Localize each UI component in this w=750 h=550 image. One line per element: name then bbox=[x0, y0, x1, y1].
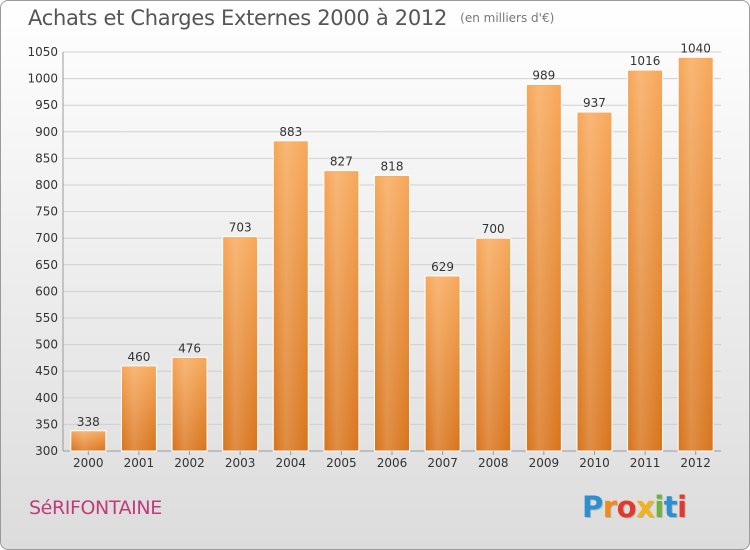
y-tick-label: 400 bbox=[35, 391, 58, 405]
y-tick-label: 550 bbox=[35, 311, 58, 325]
bar-highlight bbox=[324, 171, 358, 451]
brand-logo-letter: t bbox=[663, 490, 678, 524]
x-axis: 2000 2001 2002 2003 2004 2005 2006 2007 2008 2009… bbox=[73, 451, 711, 470]
brand-logo-letter: x bbox=[636, 490, 655, 524]
brand-logo-letter: r bbox=[602, 490, 617, 524]
bar-highlight bbox=[173, 358, 207, 450]
title-row: Achats et Charges Externes 2000 à 2012 (… bbox=[28, 6, 554, 30]
data-label: 1016 bbox=[630, 54, 661, 68]
bar-highlight bbox=[577, 113, 611, 450]
brand-logo-letter: o bbox=[616, 490, 637, 524]
y-tick-label: 650 bbox=[35, 258, 58, 272]
y-tick-label: 600 bbox=[35, 284, 58, 298]
y-tick-label: 1000 bbox=[27, 72, 58, 86]
y-tick-label: 700 bbox=[35, 231, 58, 245]
bar-highlight bbox=[223, 237, 257, 450]
bar-highlight bbox=[476, 239, 510, 450]
x-tick-label: 2008 bbox=[478, 456, 509, 470]
data-label: 937 bbox=[583, 96, 606, 110]
y-tick-label: 1050 bbox=[27, 45, 58, 59]
data-label: 476 bbox=[178, 341, 201, 355]
bar-highlight bbox=[274, 141, 308, 450]
y-tick-label: 500 bbox=[35, 338, 58, 352]
bar-highlight bbox=[628, 71, 662, 450]
bar-highlight bbox=[122, 366, 156, 450]
commune-name: SéRIFONTAINE bbox=[29, 497, 162, 519]
data-label: 700 bbox=[482, 222, 505, 236]
y-tick-label: 800 bbox=[35, 178, 58, 192]
y-axis: 300 350 400 450 500 550 600 650 700 750 800 850 900 9… bbox=[27, 45, 58, 458]
data-label: 989 bbox=[532, 68, 555, 82]
y-tick-label: 850 bbox=[35, 151, 58, 165]
y-tick-label: 750 bbox=[35, 205, 58, 219]
bar-highlight bbox=[679, 58, 713, 450]
data-label: 338 bbox=[77, 415, 100, 429]
x-tick-label: 2004 bbox=[275, 456, 306, 470]
x-tick-label: 2000 bbox=[73, 456, 104, 470]
data-label: 703 bbox=[229, 221, 252, 235]
data-labels: 338 460 476 703 883 827 818 629 700 989 937 1016 104… bbox=[77, 41, 711, 428]
x-tick-label: 2010 bbox=[579, 456, 610, 470]
data-label: 883 bbox=[279, 125, 302, 139]
data-label: 818 bbox=[381, 159, 404, 173]
chart-title: Achats et Charges Externes 2000 à 2012 bbox=[28, 6, 448, 30]
data-label: 629 bbox=[431, 260, 454, 274]
x-tick-label: 2012 bbox=[680, 456, 711, 470]
x-tick-label: 2009 bbox=[529, 456, 560, 470]
y-tick-label: 950 bbox=[35, 98, 58, 112]
bar-highlight bbox=[71, 431, 105, 450]
brand-logo-letter: i bbox=[654, 490, 664, 524]
x-tick-label: 2005 bbox=[326, 456, 357, 470]
chart-unit: (en milliers d'€) bbox=[460, 11, 555, 25]
x-tick-label: 2002 bbox=[174, 456, 205, 470]
y-tick-label: 300 bbox=[35, 444, 58, 458]
bar-highlight bbox=[426, 276, 460, 450]
bars bbox=[70, 56, 714, 452]
bar-highlight bbox=[375, 176, 409, 450]
brand-logo-letter: i bbox=[677, 490, 687, 524]
y-tick-label: 900 bbox=[35, 125, 58, 139]
y-tick-label: 450 bbox=[35, 364, 58, 378]
brand-logo: Proxiti bbox=[582, 490, 687, 524]
brand-logo-letter: P bbox=[582, 490, 603, 524]
x-tick-label: 2011 bbox=[630, 456, 661, 470]
y-tick-label: 350 bbox=[35, 417, 58, 431]
data-label: 1040 bbox=[680, 41, 711, 55]
data-label: 827 bbox=[330, 155, 353, 169]
x-tick-label: 2003 bbox=[225, 456, 256, 470]
data-label: 460 bbox=[127, 350, 150, 364]
x-tick-label: 2006 bbox=[377, 456, 408, 470]
bar-highlight bbox=[527, 85, 561, 451]
x-tick-label: 2007 bbox=[427, 456, 458, 470]
x-tick-label: 2001 bbox=[124, 456, 155, 470]
